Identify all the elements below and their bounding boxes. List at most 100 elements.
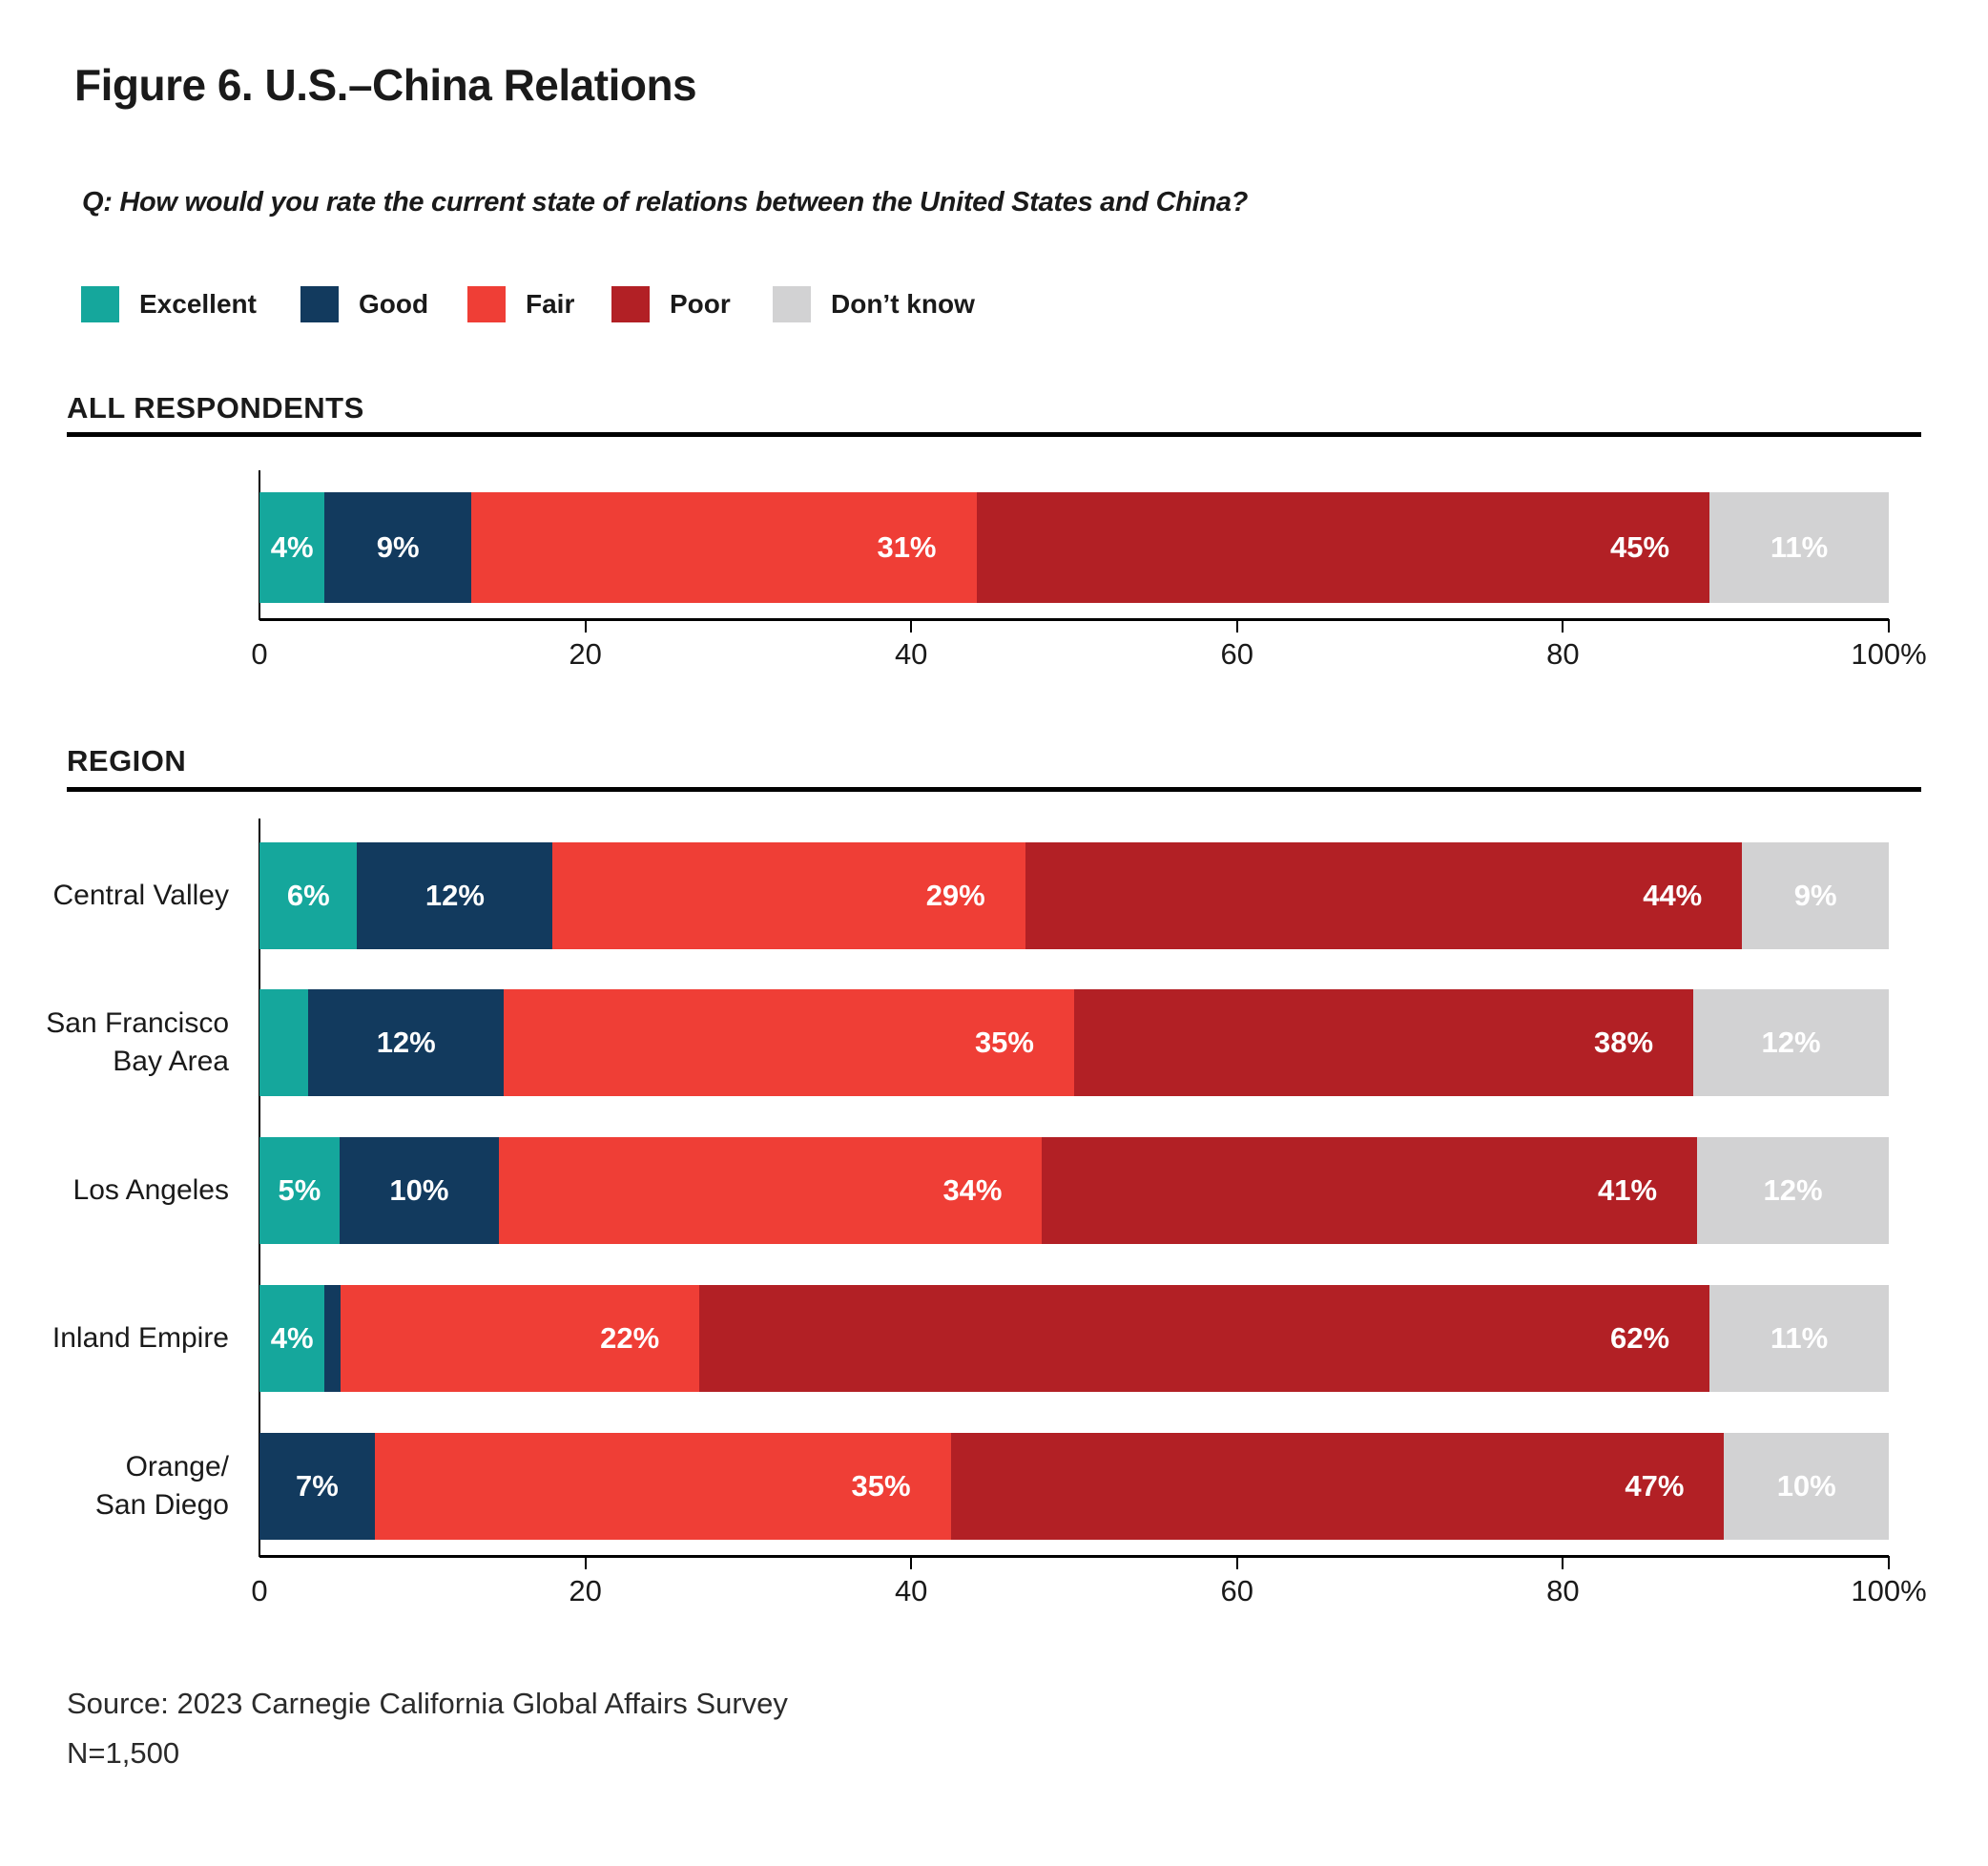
bar-segment-don-t-know: 11%: [1709, 492, 1889, 603]
bar-segment-good: [324, 1285, 342, 1392]
bar-segment-excellent: [259, 989, 309, 1096]
axis-tick-label: 60: [1220, 637, 1254, 671]
legend-item-fair: Fair: [467, 286, 574, 322]
axis-tick: [1562, 619, 1564, 632]
row-label-line: San Francisco: [46, 1007, 229, 1039]
segment-value-label: 62%: [1610, 1321, 1670, 1355]
fair-swatch-icon: [467, 286, 506, 322]
row-label-line: Inland Empire: [52, 1322, 229, 1354]
row-label-line: San Diego: [94, 1489, 229, 1521]
segment-value-label: 31%: [877, 530, 937, 564]
bar-segment-don-t-know: 10%: [1724, 1433, 1889, 1540]
bar-segment-fair: 29%: [552, 842, 1025, 949]
bar-segment-don-t-know: 12%: [1697, 1137, 1889, 1244]
segment-value-label: 35%: [974, 1026, 1034, 1059]
chart-title: Figure 6. U.S.–China Relations: [74, 60, 697, 110]
poor-swatch-icon: [611, 286, 650, 322]
bar-segment-fair: 31%: [471, 492, 977, 603]
bar-segment-excellent: 5%: [259, 1137, 340, 1244]
segment-value-label: 12%: [1763, 1173, 1823, 1207]
axis-tick: [584, 619, 587, 632]
segment-value-label: 45%: [1610, 530, 1670, 564]
bar-segment-good: 9%: [324, 492, 472, 603]
bar-segment-fair: 22%: [341, 1285, 700, 1392]
segment-value-label: 6%: [286, 879, 330, 912]
axis-tick: [1888, 619, 1890, 632]
survey-question: Q: How would you rate the current state …: [82, 187, 1249, 218]
section-rule: [67, 787, 1921, 792]
row-label-los-angeles: Los Angeles: [0, 1137, 229, 1244]
plot-area-all-respondents: 0 20 40 60 80 100% 4% 9% 31% 45% 11%: [251, 470, 1927, 671]
segment-value-label: 22%: [600, 1321, 660, 1355]
bar-segment-good: 12%: [308, 989, 505, 1096]
axis-tick-label: 0: [251, 637, 268, 671]
row-label-inland-empire: Inland Empire: [0, 1285, 229, 1392]
bar-segment-good: 12%: [357, 842, 553, 949]
stacked-bar-central-valley: 6% 12% 29% 44% 9%: [259, 842, 1889, 949]
bar-segment-excellent: 4%: [259, 1285, 325, 1392]
segment-value-label: 12%: [376, 1026, 436, 1059]
source-note: Source: 2023 Carnegie California Global …: [67, 1687, 788, 1720]
section-rule: [67, 432, 1921, 437]
bar-segment-fair: 35%: [504, 989, 1074, 1096]
axis-tick: [1888, 1556, 1890, 1569]
axis-tick-label: 80: [1546, 637, 1580, 671]
section-header-region: REGION: [67, 744, 187, 778]
axis-tick-label: 20: [569, 1574, 602, 1607]
segment-value-label: 38%: [1593, 1026, 1654, 1059]
bar-segment-good: 7%: [259, 1433, 375, 1540]
segment-value-label: 11%: [1770, 1321, 1829, 1355]
bar-segment-don-t-know: 11%: [1709, 1285, 1889, 1392]
good-swatch-icon: [300, 286, 339, 322]
bar-segment-poor: 45%: [976, 492, 1710, 603]
segment-value-label: 35%: [851, 1469, 911, 1503]
plot-area-region: 0 20 40 60 80 100% Central Valley 6% 12% 29% 44% 9%…: [46, 819, 1927, 1607]
legend-label: Don’t know: [831, 289, 975, 319]
segment-value-label: 10%: [389, 1173, 449, 1207]
segment-value-label: 12%: [1761, 1026, 1821, 1059]
bar-segment-fair: 34%: [499, 1137, 1043, 1244]
bar-segment-poor: 38%: [1073, 989, 1694, 1096]
legend-label: Poor: [670, 289, 731, 319]
axis-tick: [584, 1556, 587, 1569]
excellent-swatch-icon: [81, 286, 119, 322]
bar-segment-good: 10%: [339, 1137, 500, 1244]
x-axis-line: [259, 1555, 1889, 1558]
legend-label: Excellent: [139, 289, 257, 319]
sample-size-note: N=1,500: [67, 1736, 180, 1770]
segment-value-label: 5%: [278, 1173, 321, 1207]
x-axis-line: [259, 618, 1889, 621]
legend-item-excellent: Excellent: [81, 286, 257, 322]
bar-segment-poor: 41%: [1042, 1137, 1698, 1244]
stacked-bar-los-angeles: 5% 10% 34% 41% 12%: [259, 1137, 1889, 1244]
segment-value-label: 4%: [270, 530, 314, 564]
segment-value-label: 12%: [425, 879, 485, 912]
bar-segment-don-t-know: 12%: [1693, 989, 1889, 1096]
axis-tick-label: 80: [1546, 1574, 1580, 1607]
axis-tick-label: 20: [569, 637, 602, 671]
axis-tick-label: 40: [894, 1574, 928, 1607]
bar-segment-poor: 62%: [699, 1285, 1710, 1392]
axis-tick-label: 100%: [1851, 1574, 1927, 1607]
segment-value-label: 41%: [1597, 1173, 1658, 1207]
segment-value-label: 11%: [1770, 530, 1829, 564]
row-label-central-valley: Central Valley: [0, 842, 229, 949]
row-label-line: Orange/: [125, 1451, 229, 1482]
axis-tick: [910, 1556, 913, 1569]
row-label-line: Bay Area: [113, 1046, 229, 1077]
legend-label: Good: [359, 289, 429, 319]
section-header-all-respondents: ALL RESPONDENTS: [67, 391, 364, 425]
axis-tick: [1235, 1556, 1238, 1569]
legend-label: Fair: [526, 289, 575, 319]
segment-value-label: 7%: [295, 1469, 339, 1503]
legend-item-poor: Poor: [611, 286, 731, 322]
bar-segment-poor: 44%: [1025, 842, 1743, 949]
legend-item-don-t-know: Don’t know: [773, 286, 975, 322]
stacked-bar-san-francisco-bay-area: 12% 35% 38% 12%: [259, 989, 1889, 1096]
row-label-san-francisco-bay-area: San Francisco Bay Area: [0, 989, 229, 1096]
bar-segment-excellent: 6%: [259, 842, 358, 949]
axis-tick-label: 0: [251, 1574, 268, 1607]
segment-value-label: 47%: [1625, 1469, 1685, 1503]
segment-value-label: 34%: [942, 1173, 1003, 1207]
